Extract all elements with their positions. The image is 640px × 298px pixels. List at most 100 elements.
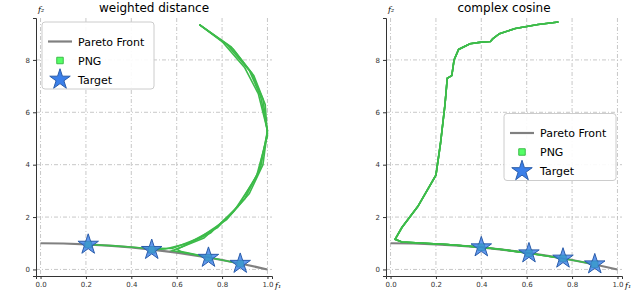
target-point — [141, 239, 161, 258]
target-point — [471, 236, 491, 255]
tick: 8 — [26, 57, 36, 65]
tick-label: 8 — [26, 57, 30, 65]
tick: 2 — [26, 214, 36, 222]
tick-label: 1.0 — [612, 281, 623, 289]
tick-mark — [33, 60, 36, 61]
panel: 0.00.20.40.60.81.002468complex cosinef₁f… — [376, 1, 632, 290]
tick-label: 0.8 — [217, 281, 228, 289]
tick-mark — [177, 276, 178, 279]
tick-mark — [267, 276, 268, 279]
tick: 0.6 — [172, 276, 184, 289]
axis-line — [37, 277, 273, 280]
x-axis-label: f₁ — [274, 281, 281, 290]
legend-label: PNG — [78, 55, 101, 68]
tick: 0.4 — [476, 276, 488, 289]
tick-label: 0.4 — [126, 281, 138, 289]
y-axis: 0 2 4 6 8 — [26, 19, 37, 277]
tick-label: 4 — [26, 161, 31, 169]
tick-label: 0.0 — [35, 281, 46, 289]
x-axis: 0.0 0.2 0.4 0.6 0.8 1.0 — [385, 276, 623, 289]
chart-title: weighted distance — [99, 1, 209, 15]
tick-mark — [33, 269, 36, 270]
legend-swatch — [512, 160, 532, 179]
y-axis-label: f₂ — [387, 5, 394, 14]
grid — [386, 18, 622, 276]
grid-line-y — [36, 112, 272, 113]
legend-label: Pareto Front — [540, 127, 607, 140]
tick-label: 0.0 — [385, 281, 396, 289]
tick-mark — [383, 165, 386, 166]
tick: 0.2 — [81, 276, 92, 289]
tick: 0.0 — [35, 276, 46, 289]
tick-mark — [222, 276, 223, 279]
target-point — [519, 242, 539, 261]
tick: 6 — [376, 109, 386, 117]
y-axis: 0 2 4 6 8 — [376, 19, 387, 277]
legend-label: Target — [539, 165, 575, 178]
target-point — [553, 248, 573, 267]
tick-mark — [383, 60, 386, 61]
legend-label: PNG — [540, 146, 563, 159]
tick-mark — [33, 112, 36, 113]
legend-label: Target — [77, 74, 113, 87]
tick-mark — [383, 112, 386, 113]
grid-line-x — [435, 18, 436, 276]
legend-swatch — [57, 57, 63, 63]
tick: 6 — [26, 109, 36, 117]
plot-area — [391, 22, 618, 273]
series-line — [152, 25, 268, 250]
grid-line-x — [40, 18, 41, 276]
grid-line-x — [390, 18, 391, 276]
tick: 0 — [26, 266, 36, 274]
tick: 0.2 — [431, 276, 442, 289]
target-point — [198, 247, 218, 266]
tick-label: 6 — [376, 109, 381, 117]
axis-line — [383, 19, 387, 277]
tick-mark — [131, 276, 132, 279]
grid-line-y — [386, 217, 622, 218]
tick-label: 0 — [26, 266, 30, 274]
axis-line — [387, 277, 623, 280]
legend-swatch — [48, 40, 72, 42]
grid-line-y — [386, 112, 622, 113]
legend: Pareto FrontPNGTarget — [42, 22, 154, 89]
legend-swatch — [50, 69, 70, 88]
tick-label: 0.6 — [172, 281, 184, 289]
series-line — [172, 25, 267, 258]
tick-mark — [41, 276, 42, 279]
tick: 0 — [376, 266, 386, 274]
tick-mark — [436, 276, 437, 279]
tick: 4 — [26, 161, 36, 169]
tick-label: 0 — [376, 266, 380, 274]
grid-line-x — [222, 18, 223, 276]
tick-label: 1.0 — [262, 281, 273, 289]
tick-mark — [527, 276, 528, 279]
tick: 0.8 — [567, 276, 578, 289]
tick-mark — [86, 276, 87, 279]
tick-label: 2 — [376, 214, 380, 222]
tick: 2 — [376, 214, 386, 222]
target-point — [78, 234, 98, 253]
tick-label: 0.4 — [476, 281, 488, 289]
tick: 8 — [376, 57, 386, 65]
grid-line-y — [386, 59, 622, 60]
target-point — [230, 253, 250, 272]
grid-line-x — [617, 18, 618, 276]
axis-line — [33, 19, 37, 277]
tick-mark — [383, 217, 386, 218]
x-axis: 0.0 0.2 0.4 0.6 0.8 1.0 — [35, 276, 273, 289]
grid — [36, 18, 272, 276]
tick-label: 0.2 — [431, 281, 442, 289]
grid-line-y — [386, 269, 622, 270]
tick-mark — [383, 269, 386, 270]
grid-line-x — [267, 18, 268, 276]
tick: 1.0 — [612, 276, 623, 289]
tick-mark — [481, 276, 482, 279]
tick: 0.8 — [217, 276, 228, 289]
tick: 0.4 — [126, 276, 138, 289]
tick: 4 — [376, 161, 386, 169]
legend-box — [504, 114, 616, 181]
tick-label: 0.6 — [522, 281, 534, 289]
grid-line-x — [176, 18, 177, 276]
series-line — [391, 243, 618, 269]
